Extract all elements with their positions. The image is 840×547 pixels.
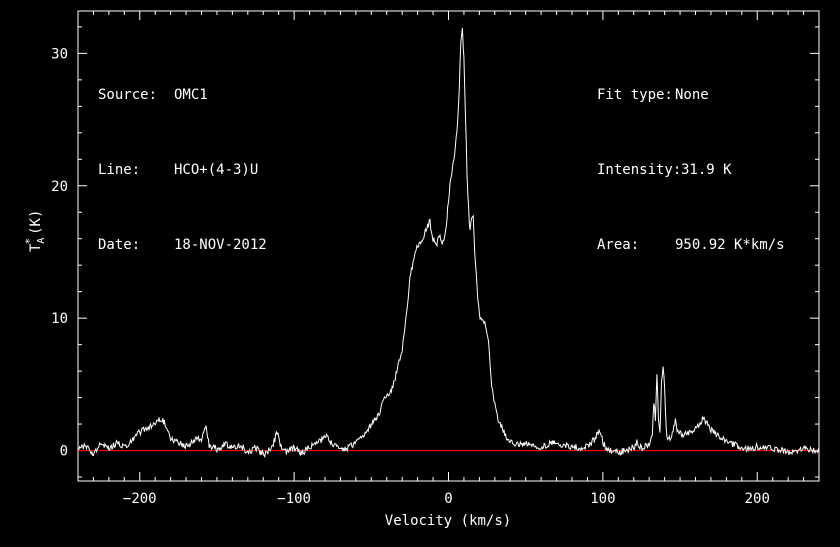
- x-tick-label: 0: [444, 491, 452, 507]
- date-label: Date:: [98, 237, 141, 253]
- source-label: Source:: [98, 87, 158, 103]
- y-axis-label-unit: (K): [28, 210, 44, 235]
- date-row: Date: 18-NOV-2012: [98, 233, 267, 258]
- info-panel-right: Fit type: None Intensity:31.9 K Area: 950.…: [597, 33, 785, 283]
- intensity-value: 31.9 K: [681, 162, 732, 178]
- line-label: Line:: [98, 162, 141, 178]
- x-tick-label: 200: [745, 491, 770, 507]
- intensity-label: Intensity:: [597, 162, 682, 178]
- fit-type-value: None: [675, 87, 709, 103]
- y-axis-label-superscript: *: [23, 238, 36, 245]
- line-value: HCO+(4-3)U: [174, 162, 259, 178]
- x-tick-label: −200: [123, 491, 157, 507]
- area-row: Area: 950.92 K*km/s: [597, 233, 785, 258]
- y-tick-label: 20: [51, 179, 68, 195]
- x-tick-label: −100: [277, 491, 311, 507]
- date-value: 18-NOV-2012: [174, 237, 267, 253]
- info-panel-left: Source: OMC1 Line: HCO+(4-3)U Date: 18-NOV-…: [98, 33, 267, 283]
- y-axis-label-symbol: T: [28, 243, 44, 252]
- x-axis-label: Velocity (km/s): [385, 513, 511, 529]
- y-tick-label: 0: [60, 444, 68, 460]
- y-tick-label: 10: [51, 311, 68, 327]
- spectrum-line: [77, 27, 820, 459]
- y-axis-label-subscript: A: [36, 238, 47, 244]
- intensity-row: Intensity:31.9 K: [597, 158, 785, 183]
- y-tick-label: 30: [51, 46, 68, 62]
- source-value: OMC1: [174, 87, 208, 103]
- fit-type-row: Fit type: None: [597, 83, 785, 108]
- svg-text:TA*(K): TA* (K): [23, 210, 47, 252]
- y-axis-label: TA* (K): [23, 210, 47, 252]
- line-row: Line: HCO+(4-3)U: [98, 158, 267, 183]
- area-label: Area:: [597, 237, 640, 253]
- area-value: 950.92 K*km/s: [675, 237, 785, 253]
- fit-type-label: Fit type:: [597, 87, 673, 103]
- x-tick-label: 100: [590, 491, 615, 507]
- source-row: Source: OMC1: [98, 83, 267, 108]
